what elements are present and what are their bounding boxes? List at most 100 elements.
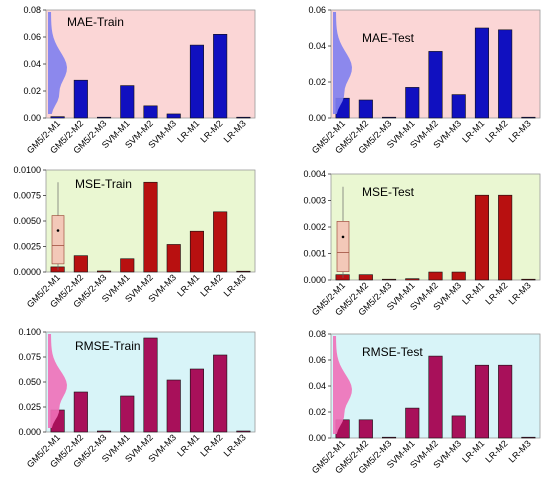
bar [382, 436, 397, 439]
bar [73, 255, 88, 273]
y-tick-label: 0.02 [308, 77, 326, 87]
x-tick-label: LR-M2 [483, 118, 509, 144]
bar [236, 116, 251, 119]
y-tick-label: 0.100 [18, 327, 41, 337]
bar [120, 395, 135, 433]
x-tick-label: LR-M2 [198, 118, 224, 144]
y-tick-label: 0.00 [23, 113, 41, 123]
bar [498, 364, 513, 439]
y-tick-label: 0.0075 [13, 191, 41, 201]
bar [189, 368, 204, 433]
y-tick-label: 0.06 [308, 355, 326, 365]
bar [358, 99, 373, 119]
y-tick-label: 0.08 [23, 5, 41, 15]
bar [358, 419, 373, 439]
bar [428, 271, 443, 281]
bar [428, 51, 443, 119]
y-tick-label: 0.004 [303, 169, 326, 179]
bar [143, 105, 158, 119]
distribution-inset [48, 334, 67, 428]
bar [50, 116, 65, 119]
y-tick-label: 0.003 [303, 196, 326, 206]
bar [97, 270, 112, 273]
bar [143, 181, 158, 273]
bar [166, 244, 181, 273]
x-tick-label: LR-M2 [483, 280, 509, 306]
y-tick-label: 0.075 [18, 352, 41, 362]
panel-mae-train: MAE-Train0.000.020.040.060.08GM5/2-M1GM5… [23, 5, 256, 155]
y-tick-label: 0.04 [308, 381, 326, 391]
bar [521, 436, 536, 439]
bar [405, 278, 420, 281]
panel-mse-train: MSE-Train0.00000.00250.00500.00750.0100G… [13, 165, 256, 309]
x-tick-label: LR-M2 [483, 438, 509, 464]
x-tick-label: LR-M3 [507, 118, 533, 144]
bar [498, 194, 513, 281]
boxplot-box [51, 215, 65, 265]
y-tick-label: 0.025 [18, 402, 41, 412]
bar [213, 33, 228, 119]
y-tick-label: 0.050 [18, 377, 41, 387]
x-tick-label: LR-M1 [175, 432, 201, 458]
panel-mse-test: MSE-Test0.0000.0010.0020.0030.004GM5/2-M… [303, 169, 541, 317]
distribution-inset [333, 336, 352, 434]
x-tick-label: LR-M2 [198, 272, 224, 298]
bar [213, 211, 228, 273]
chart-title: MSE-Train [75, 177, 132, 191]
bar [73, 391, 88, 433]
x-tick-label: LR-M1 [175, 272, 201, 298]
x-tick-label: LR-M1 [460, 280, 486, 306]
x-tick-label: LR-M3 [507, 438, 533, 464]
y-tick-label: 0.00 [308, 113, 326, 123]
bar [428, 355, 443, 439]
boxplot-mean [341, 235, 345, 239]
bar [451, 271, 466, 281]
y-tick-label: 0.0000 [13, 267, 41, 277]
distribution-inset [333, 12, 352, 114]
chart-title: MAE-Train [67, 15, 124, 29]
bar [474, 194, 489, 281]
x-tick-label: LR-M3 [222, 432, 248, 458]
bar [189, 44, 204, 119]
bar [498, 29, 513, 119]
bar [97, 116, 112, 119]
y-tick-label: 0.001 [303, 249, 326, 259]
bar [120, 258, 135, 273]
bar [474, 364, 489, 439]
x-tick-label: LR-M1 [460, 118, 486, 144]
y-tick-label: 0.04 [308, 41, 326, 51]
y-tick-label: 0.00 [308, 433, 326, 443]
bar [166, 113, 181, 119]
y-tick-label: 0.08 [308, 329, 326, 339]
boxplot-box [336, 221, 350, 272]
panel-rmse-test: RMSE-Test0.000.020.040.060.08GM5/2-M1GM5… [308, 329, 541, 475]
x-tick-label: LR-M3 [222, 118, 248, 144]
x-tick-label: LR-M3 [222, 272, 248, 298]
panel-mae-test: MAE-Test0.000.020.040.06GM5/2-M1GM5/2-M2… [308, 5, 541, 155]
x-tick-label: LR-M1 [175, 118, 201, 144]
chart-title: MAE-Test [362, 31, 415, 45]
y-tick-label: 0.0100 [13, 165, 41, 175]
bar [236, 430, 251, 433]
bar [382, 116, 397, 119]
bar [73, 79, 88, 119]
bar [521, 116, 536, 119]
y-tick-label: 0.02 [308, 407, 326, 417]
bar [451, 94, 466, 119]
y-tick-label: 0.06 [23, 32, 41, 42]
bar [358, 274, 373, 281]
bar [97, 430, 112, 433]
chart-title: RMSE-Test [362, 345, 423, 359]
panel-rmse-train: RMSE-Train0.0000.0250.0500.0750.100GM5/2… [18, 327, 256, 469]
y-tick-label: 0.04 [23, 59, 41, 69]
bar [213, 354, 228, 433]
x-tick-label: LR-M1 [460, 438, 486, 464]
x-tick-label: LR-M3 [507, 280, 533, 306]
bar [405, 87, 420, 119]
bar [405, 407, 420, 439]
chart-title: RMSE-Train [75, 339, 141, 353]
y-tick-label: 0.000 [303, 275, 326, 285]
bar [521, 278, 536, 281]
bar [474, 27, 489, 119]
